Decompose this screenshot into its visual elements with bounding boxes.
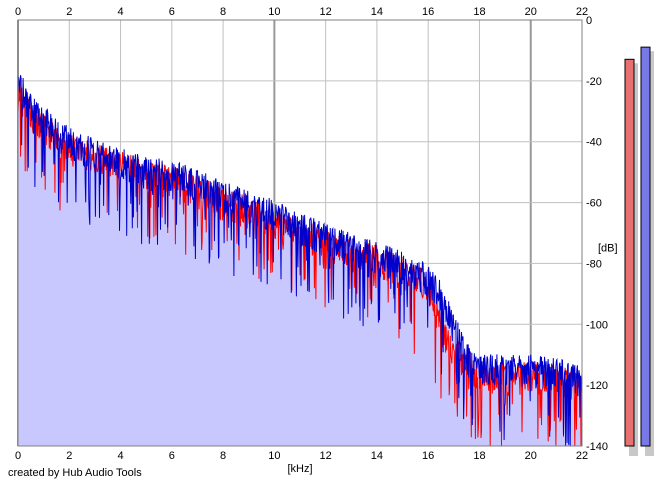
x-tick-labels-top: 0 2 4 6 8 10 12 14 16 18 20 22 xyxy=(15,6,588,18)
x-tick-label-bottom: 18 xyxy=(473,450,485,462)
y-tick-label: -140 xyxy=(586,441,608,453)
y-tick-labels: 0 -20 -40 -60 -80 -100 -120 -140 xyxy=(586,15,608,453)
plot-frame xyxy=(17,19,583,447)
level-meter-bar xyxy=(624,58,635,447)
x-tick-label-bottom: 8 xyxy=(220,450,226,462)
x-tick-label-top: 18 xyxy=(473,6,485,18)
x-tick-label-top: 16 xyxy=(422,6,434,18)
x-tick-label-bottom: 20 xyxy=(525,450,537,462)
x-tick-label-bottom: 22 xyxy=(576,450,588,462)
x-tick-label-bottom: 14 xyxy=(371,450,383,462)
x-tick-label-top: 2 xyxy=(66,6,72,18)
y-tick-label: -40 xyxy=(586,137,602,149)
x-tick-label-bottom: 4 xyxy=(117,450,123,462)
x-tick-label-top: 20 xyxy=(525,6,537,18)
x-tick-labels-bottom: 0 2 4 6 8 10 12 14 16 18 20 22 xyxy=(15,450,588,462)
x-tick-label-top: 0 xyxy=(15,6,21,18)
y-tick-label: -100 xyxy=(586,319,608,331)
y-tick-label: -80 xyxy=(586,258,602,270)
x-axis-label: [kHz] xyxy=(287,463,312,475)
x-tick-label-bottom: 10 xyxy=(268,450,280,462)
x-tick-label-bottom: 2 xyxy=(66,450,72,462)
y-tick-label: -60 xyxy=(586,198,602,210)
x-tick-label-top: 6 xyxy=(169,6,175,18)
x-tick-label-bottom: 12 xyxy=(320,450,332,462)
level-meters xyxy=(624,46,654,457)
x-tick-label-top: 12 xyxy=(320,6,332,18)
y-tick-label: 0 xyxy=(586,15,592,27)
x-tick-label-top: 8 xyxy=(220,6,226,18)
x-tick-label-top: 10 xyxy=(268,6,280,18)
level-meter-bar xyxy=(640,46,651,447)
x-tick-label-top: 4 xyxy=(117,6,123,18)
series-line-2 xyxy=(17,75,583,447)
x-tick-label-bottom: 0 xyxy=(15,450,21,462)
y-axis-label: [dB] xyxy=(598,242,618,254)
y-tick-label: -120 xyxy=(586,380,608,392)
credit-label: created by Hub Audio Tools xyxy=(8,467,142,479)
x-tick-label-bottom: 16 xyxy=(422,450,434,462)
x-tick-label-bottom: 6 xyxy=(169,450,175,462)
x-tick-label-top: 14 xyxy=(371,6,383,18)
y-tick-label: -20 xyxy=(586,76,602,88)
series-layer xyxy=(17,75,583,447)
x-tick-label-top: 22 xyxy=(576,6,588,18)
